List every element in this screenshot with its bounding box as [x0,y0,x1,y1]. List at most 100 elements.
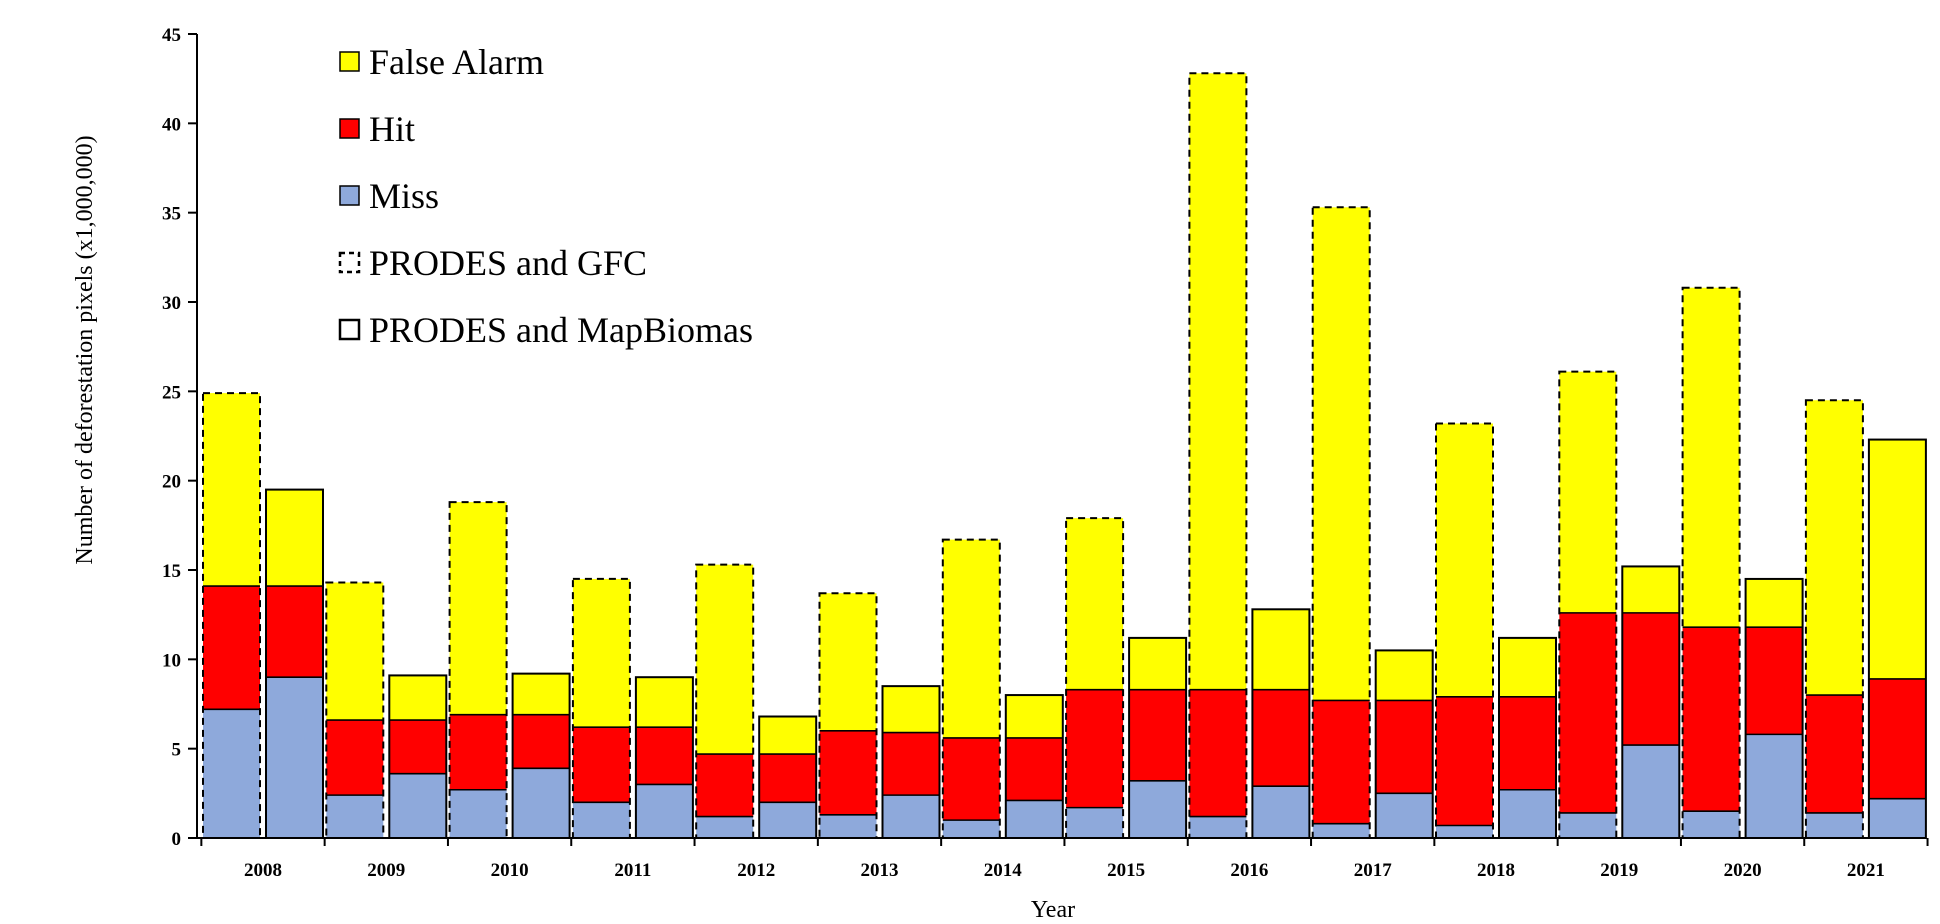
legend-label-hit: Hit [369,109,415,149]
bar-miss-2020-gfc [1682,811,1740,838]
bar-false-alarm-2016-mapbiomas [1252,609,1310,690]
bar-hit-2018-mapbiomas [1499,696,1556,790]
bar-hit-2009-mapbiomas [389,720,447,774]
bar-miss-2010-mapbiomas [512,768,570,838]
bar-hit-2021-gfc [1805,695,1863,813]
bar-false-alarm-2017-gfc [1312,207,1370,701]
legend-label-false-alarm: False Alarm [369,42,544,82]
bar-hit-2013-gfc [819,730,877,815]
legend-swatch-false-alarm [339,51,360,72]
bar-hit-2014-mapbiomas [1005,737,1063,801]
bar-false-alarm-2009-gfc [326,582,384,721]
bar-outline-2016-gfc [1188,72,1248,840]
bar-false-alarm-2011-mapbiomas [635,677,693,728]
bar-false-alarm-2011-gfc [572,578,630,728]
bar-outline-2018-gfc [1435,422,1494,839]
x-tick-label: 2020 [1724,860,1762,881]
bar-hit-2012-gfc [696,754,754,817]
bar-miss-2009-mapbiomas [389,773,447,838]
bar-miss-2012-gfc [696,816,754,838]
x-tick-label: 2019 [1600,860,1638,881]
bar-outline-2017-gfc [1311,206,1371,840]
bar-outline-2014-gfc [941,538,1001,839]
y-tick-label: 35 [162,204,181,225]
bar-hit-2021-mapbiomas [1868,678,1926,799]
bar-false-alarm-2018-gfc [1436,423,1493,697]
x-tick-label: 2012 [737,860,775,881]
bar-miss-2019-mapbiomas [1622,745,1680,838]
bar-false-alarm-2019-mapbiomas [1622,566,1680,613]
axes-group [196,34,1920,839]
y-tick-label: 45 [162,25,181,46]
x-tick-label: 2008 [244,860,282,881]
bar-hit-2017-gfc [1312,700,1370,824]
bar-false-alarm-2020-gfc [1682,287,1740,628]
bar-miss-2013-gfc [819,814,877,838]
x-tick-label: 2016 [1230,860,1268,881]
bar-false-alarm-2015-gfc [1066,518,1124,690]
bar-outline-2012-gfc [695,563,755,839]
x-tick-label: 2015 [1107,860,1145,881]
bar-miss-2021-mapbiomas [1868,798,1926,838]
bar-miss-2017-mapbiomas [1375,793,1433,838]
bar-hit-2013-mapbiomas [882,732,940,796]
bar-false-alarm-2017-mapbiomas [1375,650,1433,701]
bar-outline-2021-gfc [1804,399,1864,839]
y-tick-label: 40 [162,114,181,135]
bar-hit-2012-mapbiomas [759,754,817,803]
y-tick-label: 15 [162,561,181,582]
bar-false-alarm-2020-mapbiomas [1745,578,1803,628]
bar-hit-2020-gfc [1682,627,1740,812]
y-tick-label: 25 [162,382,181,403]
bar-miss-2018-mapbiomas [1499,789,1556,838]
bar-hit-2009-gfc [326,720,384,796]
bar-hit-2008-mapbiomas [266,586,323,678]
bar-hit-2010-gfc [449,714,507,790]
bar-miss-2021-gfc [1805,812,1863,838]
y-tick-label: 5 [172,740,182,761]
x-axis-title: Year [1031,897,1075,923]
y-tick-label: 20 [162,472,181,493]
bar-miss-2018-gfc [1436,825,1493,838]
bar-miss-2008-gfc [203,709,260,838]
x-ticks-group: 2008 2009 2010 2011 2012 2013 2014 2015 2016 2017… [200,838,1929,881]
bar-hit-2011-mapbiomas [635,727,693,785]
x-tick-label: 2018 [1477,860,1515,881]
y-tick-label: 30 [162,293,181,314]
legend-swatch-prodes-and-gfc [338,251,361,274]
legend-label-prodes-and-gfc: PRODES and GFC [369,243,647,283]
y-tick-label: 0 [172,829,182,850]
bar-miss-2016-mapbiomas [1252,786,1310,838]
bar-false-alarm-2008-gfc [203,393,260,587]
bar-miss-2013-mapbiomas [882,795,940,838]
bar-false-alarm-2016-gfc [1189,73,1247,690]
bar-false-alarm-2021-gfc [1805,400,1863,696]
bar-hit-2015-gfc [1066,689,1124,808]
bar-miss-2011-mapbiomas [635,784,693,838]
y-axis-title: Number of deforestation pixels (x1,000,0… [72,135,98,564]
bar-hit-2015-mapbiomas [1129,689,1187,781]
legend-swatch-miss [339,185,360,206]
x-tick-label: 2009 [367,860,405,881]
bar-outline-2015-gfc [1065,517,1125,839]
bar-outline-2019-gfc [1558,370,1618,839]
bar-false-alarm-2019-gfc [1559,371,1617,613]
bar-miss-2008-mapbiomas [266,677,323,838]
bar-miss-2015-mapbiomas [1129,780,1187,838]
bar-false-alarm-2013-gfc [819,593,877,731]
bar-miss-2020-mapbiomas [1745,734,1803,838]
bar-false-alarm-2014-mapbiomas [1005,695,1063,738]
bar-hit-2014-gfc [942,737,1000,821]
bar-miss-2015-gfc [1066,807,1124,838]
bar-false-alarm-2009-mapbiomas [389,675,447,721]
bar-hit-2018-gfc [1436,696,1493,826]
bar-false-alarm-2018-mapbiomas [1499,637,1556,697]
bar-hit-2016-mapbiomas [1252,689,1310,787]
bar-hit-2020-mapbiomas [1745,627,1803,735]
y-ticks-group: 0 5 10 15 20 25 30 35 40 45 [162,25,197,850]
bar-miss-2011-gfc [572,802,630,838]
x-tick-label: 2010 [491,860,529,881]
bar-miss-2009-gfc [326,795,384,838]
bar-miss-2017-gfc [1312,823,1370,838]
